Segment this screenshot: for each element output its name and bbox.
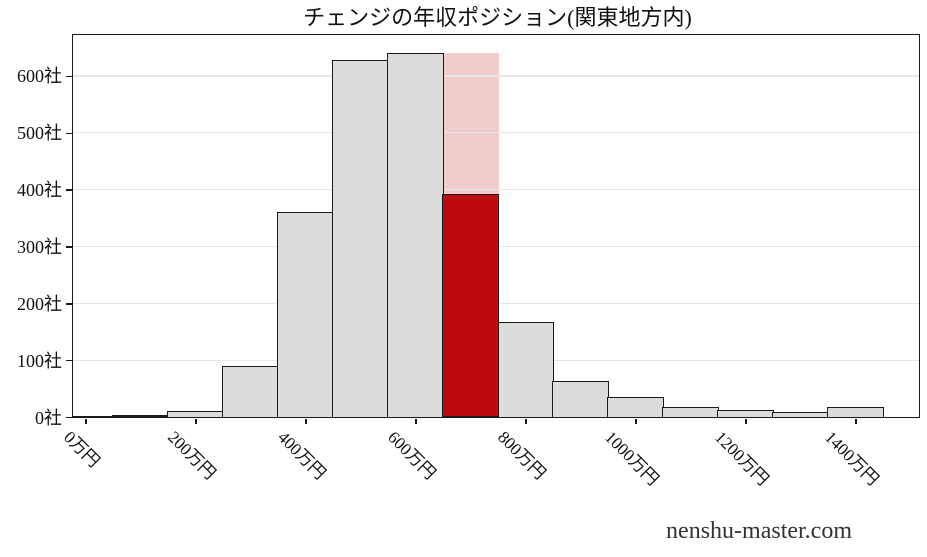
histogram-bar: [73, 416, 114, 417]
plot-area: [72, 34, 920, 418]
x-axis-tick: [855, 419, 857, 424]
company-position-bar: [442, 194, 499, 417]
histogram-bar: [662, 406, 719, 417]
histogram-bar: [112, 415, 169, 417]
x-axis-tick-label: 0万円: [60, 427, 104, 472]
chart-title: チェンジの年収ポジション(関東地方内): [303, 5, 692, 30]
histogram-bar: [387, 52, 444, 417]
y-axis-tick-label: 100社: [17, 350, 62, 371]
x-axis-tick-label: 600万円: [384, 427, 440, 484]
gridline: [73, 132, 919, 134]
x-axis-tick: [305, 419, 307, 424]
x-axis-tick-label: 1000万円: [601, 427, 663, 490]
x-axis-tick: [85, 419, 87, 424]
y-axis-tick: [66, 303, 72, 305]
y-axis-tick-label: 600社: [17, 66, 62, 87]
x-axis-tick-label: 800万円: [494, 427, 550, 484]
histogram-bar: [277, 211, 334, 417]
histogram-bar: [222, 365, 279, 417]
x-axis-tick: [525, 419, 527, 424]
y-axis-tick-label: 200社: [17, 293, 62, 314]
x-axis-tick-label: 400万円: [274, 427, 330, 484]
x-axis-tick: [415, 419, 417, 424]
x-axis-tick-label: 200万円: [164, 427, 220, 484]
y-axis-tick: [66, 75, 72, 78]
gridline: [73, 189, 919, 191]
gridline: [73, 75, 919, 77]
y-axis-tick: [66, 359, 72, 362]
x-axis-tick-label: 1400万円: [821, 427, 883, 490]
histogram-bar: [332, 60, 389, 417]
histogram-bar: [167, 411, 224, 417]
y-axis-tick: [66, 246, 72, 248]
y-axis-tick: [66, 416, 72, 419]
histogram-bar: [497, 321, 554, 417]
histogram-bar: [552, 381, 609, 417]
y-axis-tick: [66, 189, 72, 191]
x-axis-tick: [635, 419, 637, 424]
x-axis-tick: [195, 419, 197, 424]
y-axis-tick: [66, 132, 72, 135]
watermark-text: nenshu-master.com: [666, 518, 852, 544]
histogram-bar: [772, 411, 829, 417]
x-axis-tick: [745, 419, 747, 424]
histogram-bar: [607, 397, 664, 417]
histogram-bar: [827, 406, 884, 417]
y-axis-tick-label: 400社: [17, 180, 62, 201]
histogram-bar: [717, 410, 774, 417]
y-axis-tick-label: 0社: [35, 407, 62, 428]
y-axis-tick-label: 300社: [17, 236, 62, 257]
x-axis-tick-label: 1200万円: [711, 427, 773, 490]
y-axis-tick-label: 500社: [17, 123, 62, 144]
